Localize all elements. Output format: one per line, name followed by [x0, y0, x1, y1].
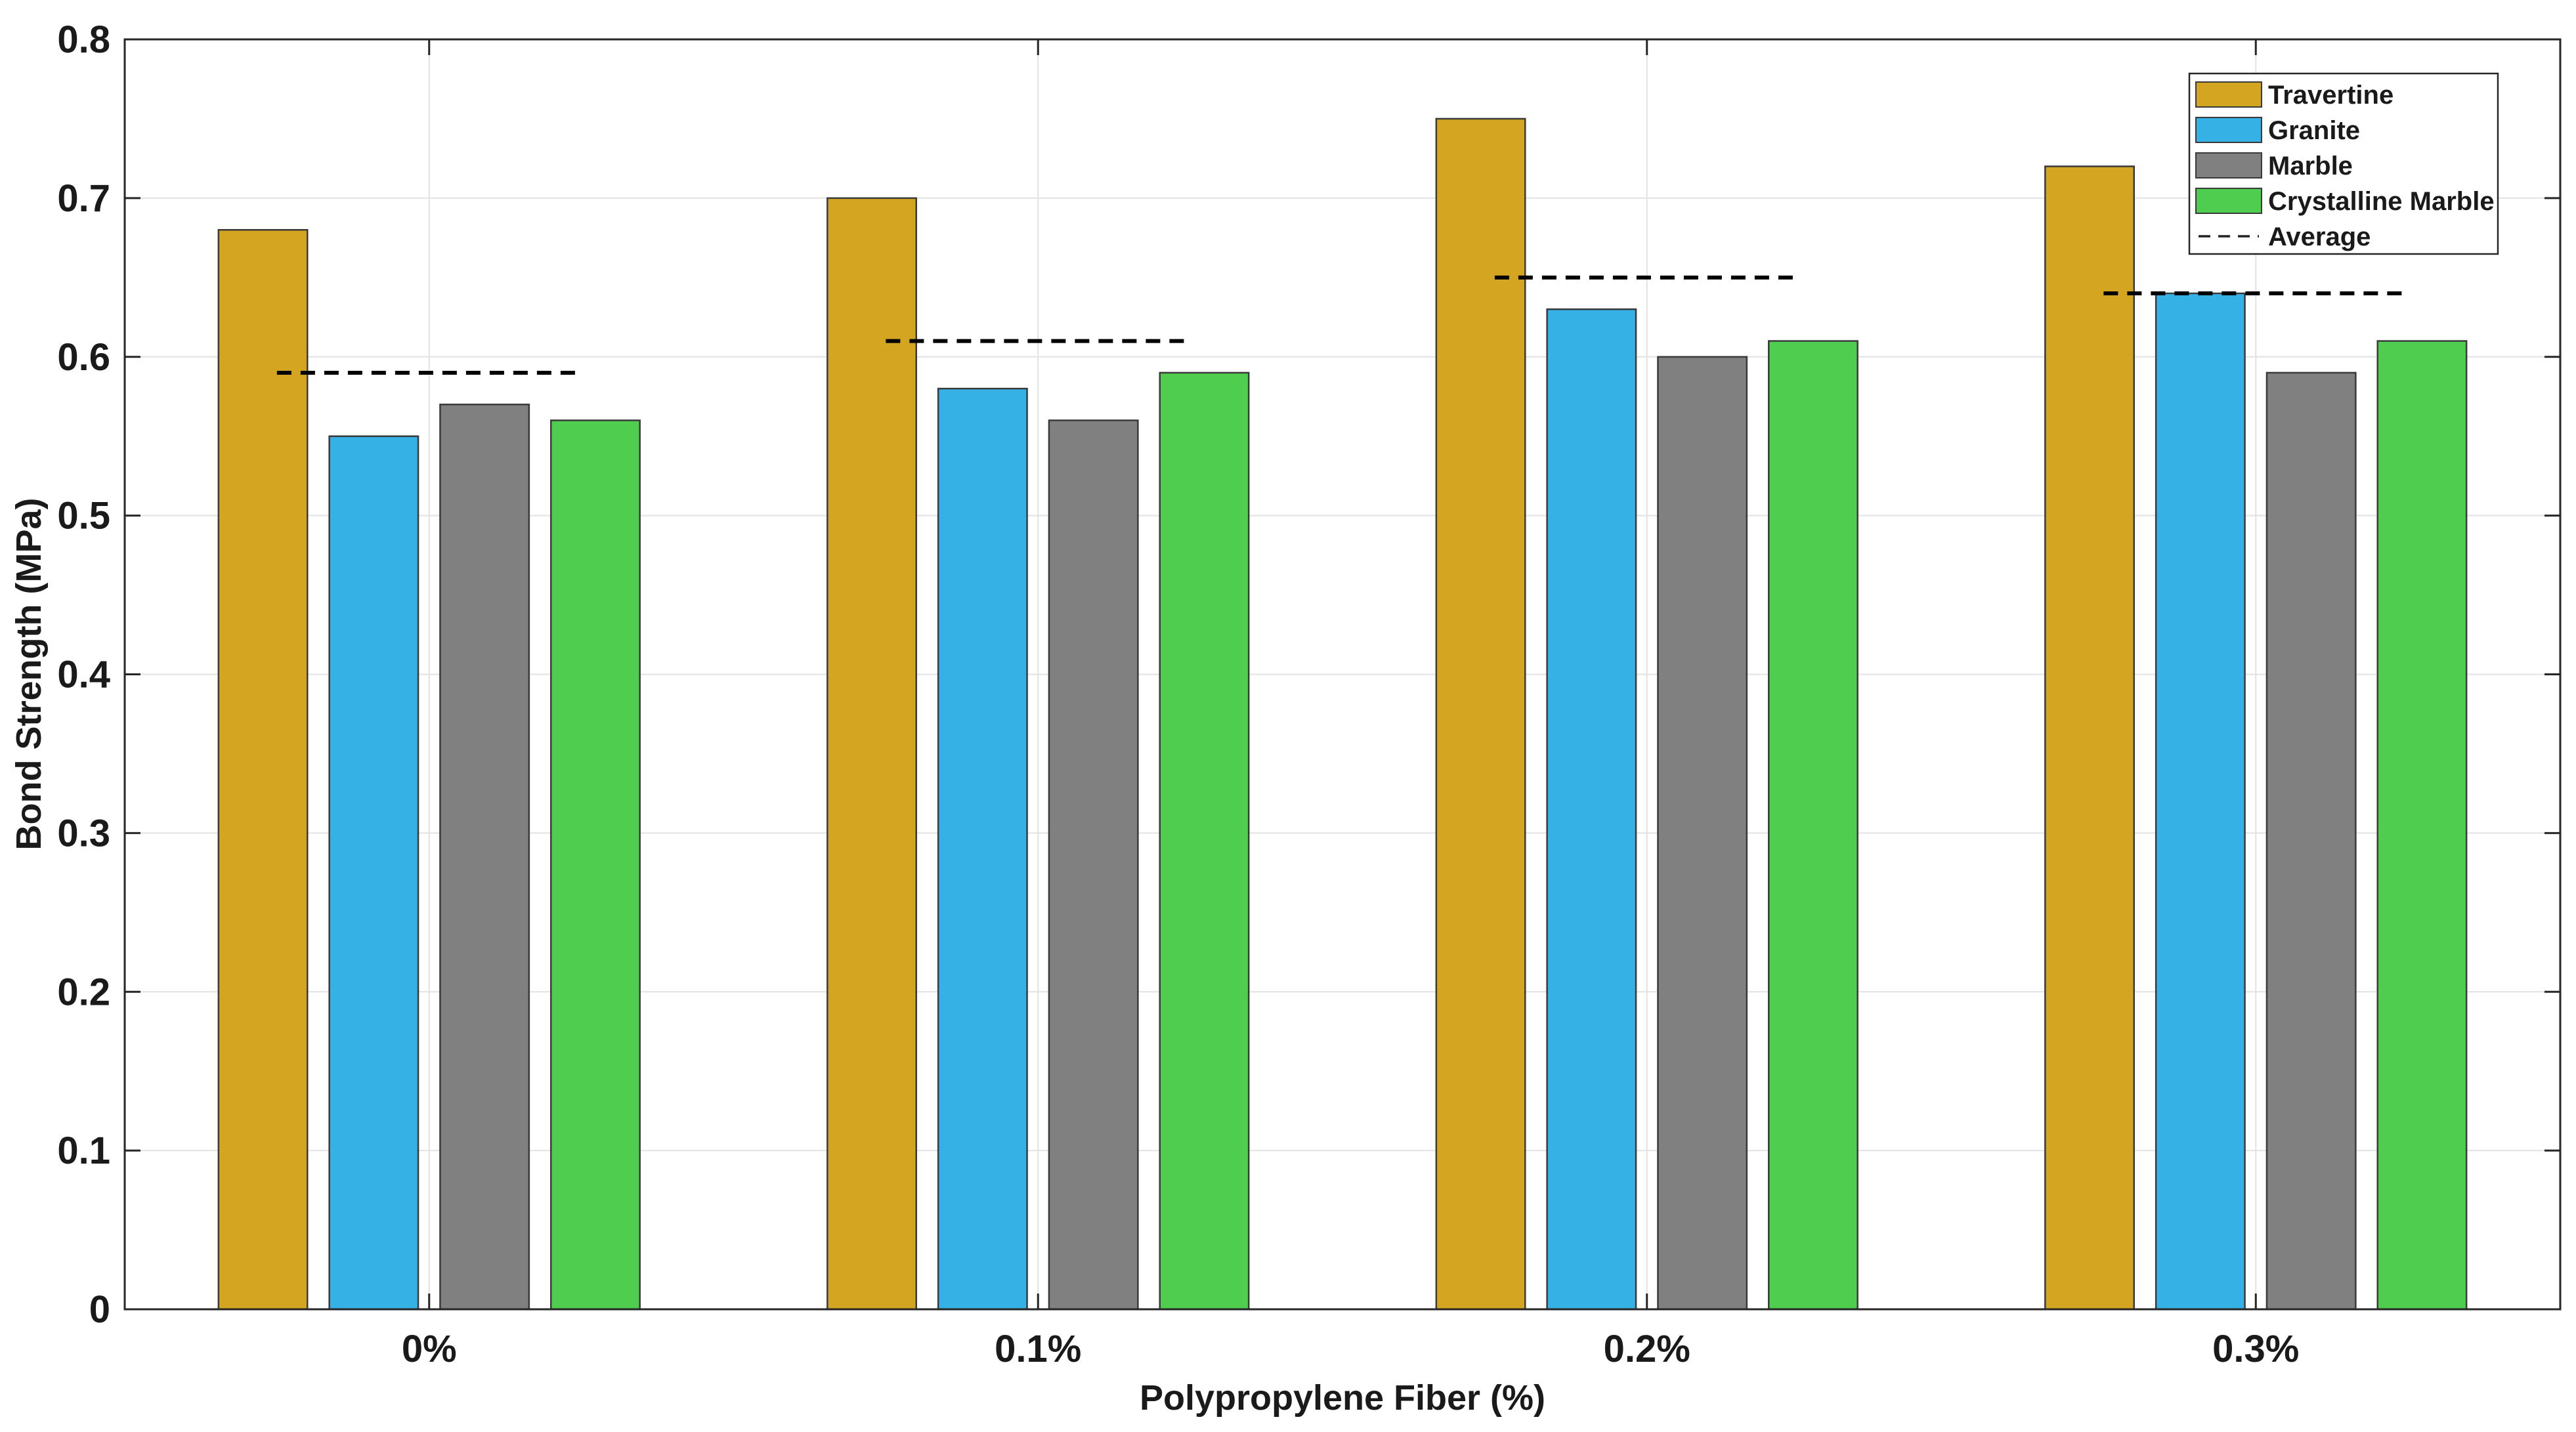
y-tick-label: 0.3 — [57, 812, 110, 854]
legend-label-average: Average — [2268, 222, 2371, 251]
legend-label-granite: Granite — [2268, 116, 2360, 145]
x-tick-label: 0.3% — [2212, 1328, 2299, 1370]
legend-label-crystalline-marble: Crystalline Marble — [2268, 187, 2495, 216]
y-tick-label: 0.4 — [57, 654, 110, 696]
bars — [217, 117, 2468, 1311]
legend-label-travertine: Travertine — [2268, 81, 2394, 110]
bar-crystalline-marble — [550, 419, 641, 1311]
y-tick-label: 0.5 — [57, 495, 110, 537]
bar-marble — [2265, 371, 2357, 1311]
x-tick-label: 0.1% — [995, 1328, 1081, 1370]
bar-granite — [937, 387, 1028, 1311]
x-tick-label: 0.2% — [1604, 1328, 1690, 1370]
legend-label-marble: Marble — [2268, 152, 2353, 180]
x-tick-label: 0% — [402, 1328, 457, 1370]
bar-granite — [1546, 308, 1637, 1311]
legend-swatch-crystalline-marble — [2195, 188, 2262, 214]
bar-marble — [1657, 356, 1748, 1311]
y-tick-label: 0.2 — [57, 971, 110, 1013]
legend: Travertine Granite Marble Crystalline Marbl… — [2188, 72, 2499, 255]
grid-lines — [125, 39, 2560, 1309]
legend-swatch-granite — [2195, 117, 2262, 143]
y-tick-label: 0.7 — [57, 177, 110, 220]
legend-swatch-travertine — [2195, 81, 2262, 108]
bar-granite — [328, 435, 419, 1311]
axis-ticks: 0 0.1 0.2 0.3 0.4 0.5 0.6 0.7 0.8 0% 0.1% 0.2% 0.3% — [57, 18, 2560, 1370]
bar-marble — [1048, 419, 1139, 1311]
bar-travertine — [1435, 117, 1526, 1311]
bar-travertine — [217, 229, 309, 1311]
bar-crystalline-marble — [1768, 340, 1858, 1311]
legend-swatch-marble — [2195, 152, 2262, 179]
x-axis-label: Polypropylene Fiber (%) — [1140, 1378, 1545, 1418]
y-axis-label: Bond Strength (MPa) — [9, 498, 49, 851]
bar-travertine — [826, 197, 917, 1311]
y-tick-label: 0.6 — [57, 336, 110, 379]
y-tick-label: 0 — [89, 1288, 110, 1331]
bar-crystalline-marble — [1159, 371, 1250, 1311]
y-tick-label: 0.8 — [57, 18, 110, 61]
bar-granite — [2155, 292, 2246, 1311]
average-lines — [276, 275, 2409, 375]
bar-travertine — [2044, 165, 2135, 1311]
bar-marble — [439, 404, 530, 1311]
bar-crystalline-marble — [2376, 340, 2468, 1311]
y-tick-label: 0.1 — [57, 1129, 110, 1172]
